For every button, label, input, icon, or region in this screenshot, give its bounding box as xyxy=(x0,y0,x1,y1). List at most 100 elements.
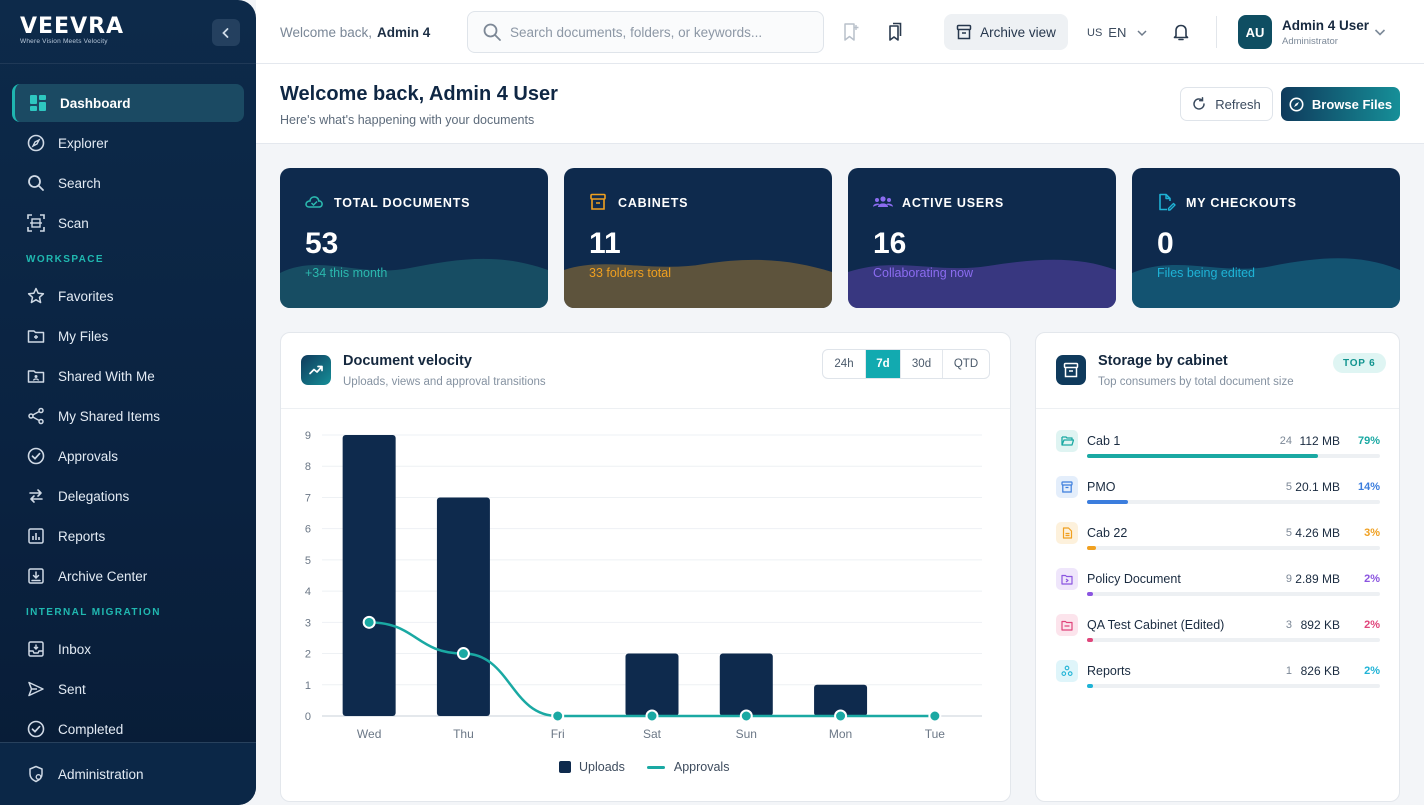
sidebar-item-dashboard[interactable]: Dashboard xyxy=(12,84,244,122)
shared-folder-icon xyxy=(26,366,46,386)
browse-files-button[interactable]: Browse Files xyxy=(1281,87,1400,121)
page-header: Welcome back, Admin 4 User Here's what's… xyxy=(256,64,1424,144)
bookmark-add-icon[interactable] xyxy=(842,22,860,47)
range-7d[interactable]: 7d xyxy=(866,350,901,378)
star-icon xyxy=(26,286,46,306)
kpi-label: TOTAL DOCUMENTS xyxy=(334,196,471,210)
y-tick-label: 1 xyxy=(305,680,311,692)
sidebar-item-archive-center[interactable]: Archive Center xyxy=(12,557,244,595)
panel-divider xyxy=(281,408,1010,409)
swap-icon xyxy=(26,486,46,506)
search-box[interactable] xyxy=(467,11,824,53)
x-tick-label: Thu xyxy=(453,727,474,741)
refresh-icon xyxy=(1193,97,1205,110)
folder-icon xyxy=(1056,568,1078,590)
kpi-wave xyxy=(564,259,832,308)
sidebar-item-inbox[interactable]: Inbox xyxy=(12,630,244,668)
page-subtitle: Here's what's happening with your docume… xyxy=(280,113,535,127)
sidebar-item-search[interactable]: Search xyxy=(12,164,244,202)
legend-approvals[interactable]: Approvals xyxy=(673,760,730,774)
y-tick-label: 8 xyxy=(305,461,311,473)
kpi-card-active-users[interactable]: ACTIVE USERS 16 Collaborating now xyxy=(848,168,1116,308)
sidebar-item-scan[interactable]: Scan xyxy=(12,204,244,242)
user-role: Administrator xyxy=(1282,36,1338,47)
header-welcome-prefix: Welcome back, xyxy=(280,25,373,40)
point-approvals xyxy=(551,709,565,723)
panel-divider xyxy=(1036,408,1399,409)
cabinet-usage-bar xyxy=(1087,500,1380,504)
sidebar-item-reports[interactable]: Reports xyxy=(12,517,244,555)
sidebar-item-label: My Files xyxy=(58,328,109,344)
kpi-card-my-checkouts[interactable]: MY CHECKOUTS 0 Files being edited xyxy=(1132,168,1400,308)
document-icon xyxy=(1056,522,1078,544)
storage-row-cab-22[interactable]: Cab 22 5 4.26 MB 3% xyxy=(1056,522,1380,562)
chevron-left-icon xyxy=(222,27,229,38)
y-tick-label: 5 xyxy=(305,555,311,567)
sidebar-item-label: Delegations xyxy=(58,488,130,504)
sidebar-item-my-shared-items[interactable]: My Shared Items xyxy=(12,397,244,435)
inbox-icon xyxy=(26,639,46,659)
x-tick-label: Mon xyxy=(829,727,852,741)
bookmarks-icon[interactable] xyxy=(885,22,903,47)
search-input[interactable] xyxy=(510,24,810,40)
cabinet-size: 4.26 MB xyxy=(1295,526,1340,540)
sidebar-item-administration[interactable]: Administration xyxy=(12,755,244,793)
range-selector: 24h 7d 30d QTD xyxy=(822,349,990,379)
storage-row-pmo[interactable]: PMO 5 20.1 MB 14% xyxy=(1056,476,1380,516)
cabinet-usage-fill xyxy=(1087,684,1093,688)
sidebar-item-sent[interactable]: Sent xyxy=(12,670,244,708)
cabinet-name: QA Test Cabinet (Edited) xyxy=(1087,618,1225,632)
sidebar-item-explorer[interactable]: Explorer xyxy=(12,124,244,162)
cabinet-name: Cab 22 xyxy=(1087,526,1128,540)
range-qtd[interactable]: QTD xyxy=(953,358,979,370)
chevron-down-icon[interactable] xyxy=(1374,24,1386,42)
bar-uploads xyxy=(342,435,396,716)
check-circle-icon xyxy=(26,719,46,739)
cabinet-percent: 2% xyxy=(1364,665,1380,677)
language-code: EN xyxy=(1108,25,1127,40)
sidebar-item-label: Inbox xyxy=(58,641,92,657)
cabinet-usage-bar xyxy=(1087,546,1380,550)
refresh-button[interactable]: Refresh xyxy=(1180,87,1273,121)
sidebar-item-label: Search xyxy=(58,175,101,191)
kpi-card-total-documents[interactable]: TOTAL DOCUMENTS 53 +34 this month xyxy=(280,168,548,308)
sidebar-item-favorites[interactable]: Favorites xyxy=(12,277,244,315)
trend-up-icon xyxy=(301,355,331,385)
avatar[interactable]: AU xyxy=(1238,15,1272,49)
cabinet-icon xyxy=(588,193,608,216)
legend-uploads[interactable]: Uploads xyxy=(579,760,625,774)
range-30d[interactable]: 30d xyxy=(901,350,943,378)
language-selector[interactable]: US EN xyxy=(1087,25,1147,40)
user-name[interactable]: Admin 4 User xyxy=(1282,18,1370,33)
cabinet-name: PMO xyxy=(1087,480,1116,494)
page-title: Welcome back, Admin 4 User xyxy=(280,83,558,105)
storage-row-qa-test-cabinet[interactable]: QA Test Cabinet (Edited) 3 892 KB 2% xyxy=(1056,614,1380,654)
cabinet-usage-bar xyxy=(1087,454,1380,458)
kpi-value: 53 xyxy=(305,227,339,260)
bar-uploads xyxy=(625,653,679,716)
storage-row-cab-1[interactable]: Cab 1 24 112 MB 79% xyxy=(1056,430,1380,470)
storage-title: Storage by cabinet xyxy=(1098,353,1228,369)
cabinet-size: 20.1 MB xyxy=(1295,480,1340,494)
storage-row-reports[interactable]: Reports 1 826 KB 2% xyxy=(1056,660,1380,700)
cabinet-percent: 79% xyxy=(1357,435,1380,447)
search-icon xyxy=(483,23,501,41)
sidebar: VEEVRA Where Vision Meets Velocity Dashb… xyxy=(0,0,256,805)
storage-row-policy-document[interactable]: Policy Document 9 2.89 MB 2% xyxy=(1056,568,1380,608)
header-separator xyxy=(1216,16,1217,48)
kpi-card-cabinets[interactable]: CABINETS 11 33 folders total xyxy=(564,168,832,308)
kpi-wave xyxy=(280,258,548,308)
brand-logo[interactable]: VEEVRA Where Vision Meets Velocity xyxy=(20,14,124,45)
collapse-sidebar-button[interactable] xyxy=(212,19,240,46)
sidebar-item-shared-with-me[interactable]: Shared With Me xyxy=(12,357,244,395)
archive-box-icon xyxy=(956,24,972,40)
archive-view-button[interactable]: Archive view xyxy=(944,14,1068,50)
notifications-bell-icon[interactable] xyxy=(1172,22,1190,47)
check-circle-icon xyxy=(26,446,46,466)
sidebar-item-delegations[interactable]: Delegations xyxy=(12,477,244,515)
range-24h[interactable]: 24h xyxy=(823,350,866,378)
sidebar-item-my-files[interactable]: My Files xyxy=(12,317,244,355)
sidebar-item-approvals[interactable]: Approvals xyxy=(12,437,244,475)
sidebar-item-completed[interactable]: Completed xyxy=(12,710,244,748)
header-welcome-name: Admin 4 xyxy=(377,25,431,40)
